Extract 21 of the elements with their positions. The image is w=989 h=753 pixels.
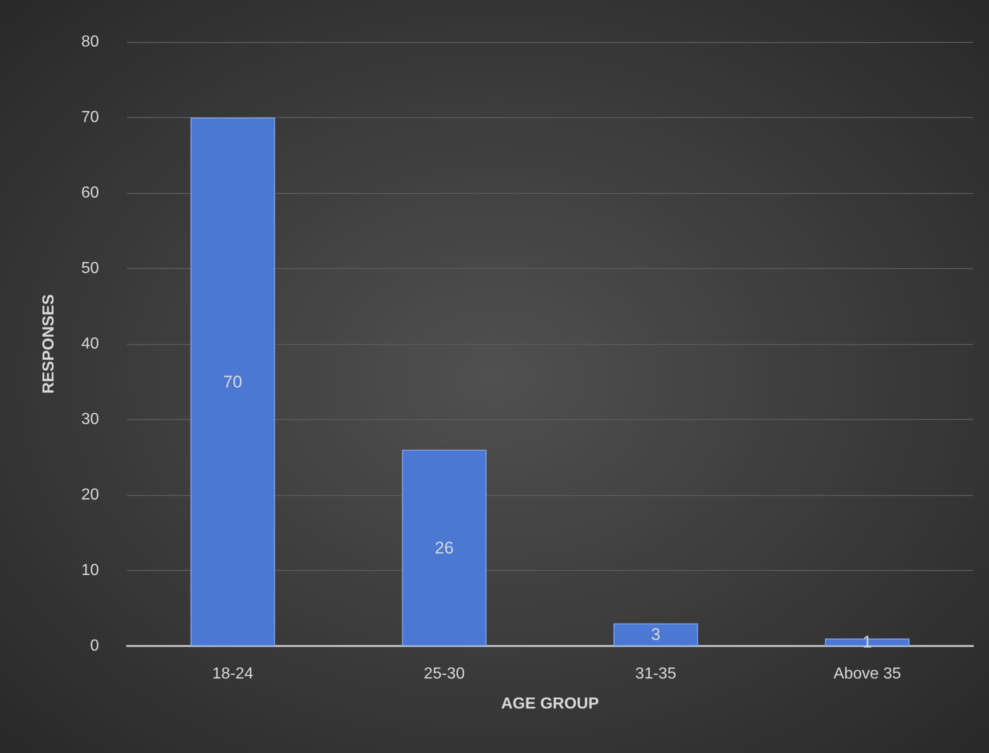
y-tick-label: 40 xyxy=(81,336,100,352)
y-tick-label: 10 xyxy=(81,562,100,579)
y-tick-label: 60 xyxy=(81,184,100,202)
bar xyxy=(190,118,276,646)
x-axis-title: AGE GROUP xyxy=(501,696,600,712)
data-label: 70 xyxy=(223,372,242,392)
x-tick-label: 31-35 xyxy=(635,666,676,682)
y-tick-label: 30 xyxy=(81,411,100,428)
y-axis-title: RESPONSES xyxy=(40,294,58,394)
data-label: 26 xyxy=(434,538,454,558)
x-tick-label: 25-30 xyxy=(424,666,465,682)
y-tick-label: 20 xyxy=(81,486,100,504)
data-label: 3 xyxy=(651,625,660,644)
y-tick-label: 70 xyxy=(81,109,100,126)
y-tick-label: 80 xyxy=(81,34,100,50)
y-tick-label: 0 xyxy=(90,638,100,654)
bar xyxy=(613,623,698,646)
x-tick-label: 18-24 xyxy=(212,666,254,682)
x-tick-label: Above 35 xyxy=(833,666,902,682)
bar xyxy=(402,450,487,646)
y-tick-label: 50 xyxy=(81,260,100,277)
